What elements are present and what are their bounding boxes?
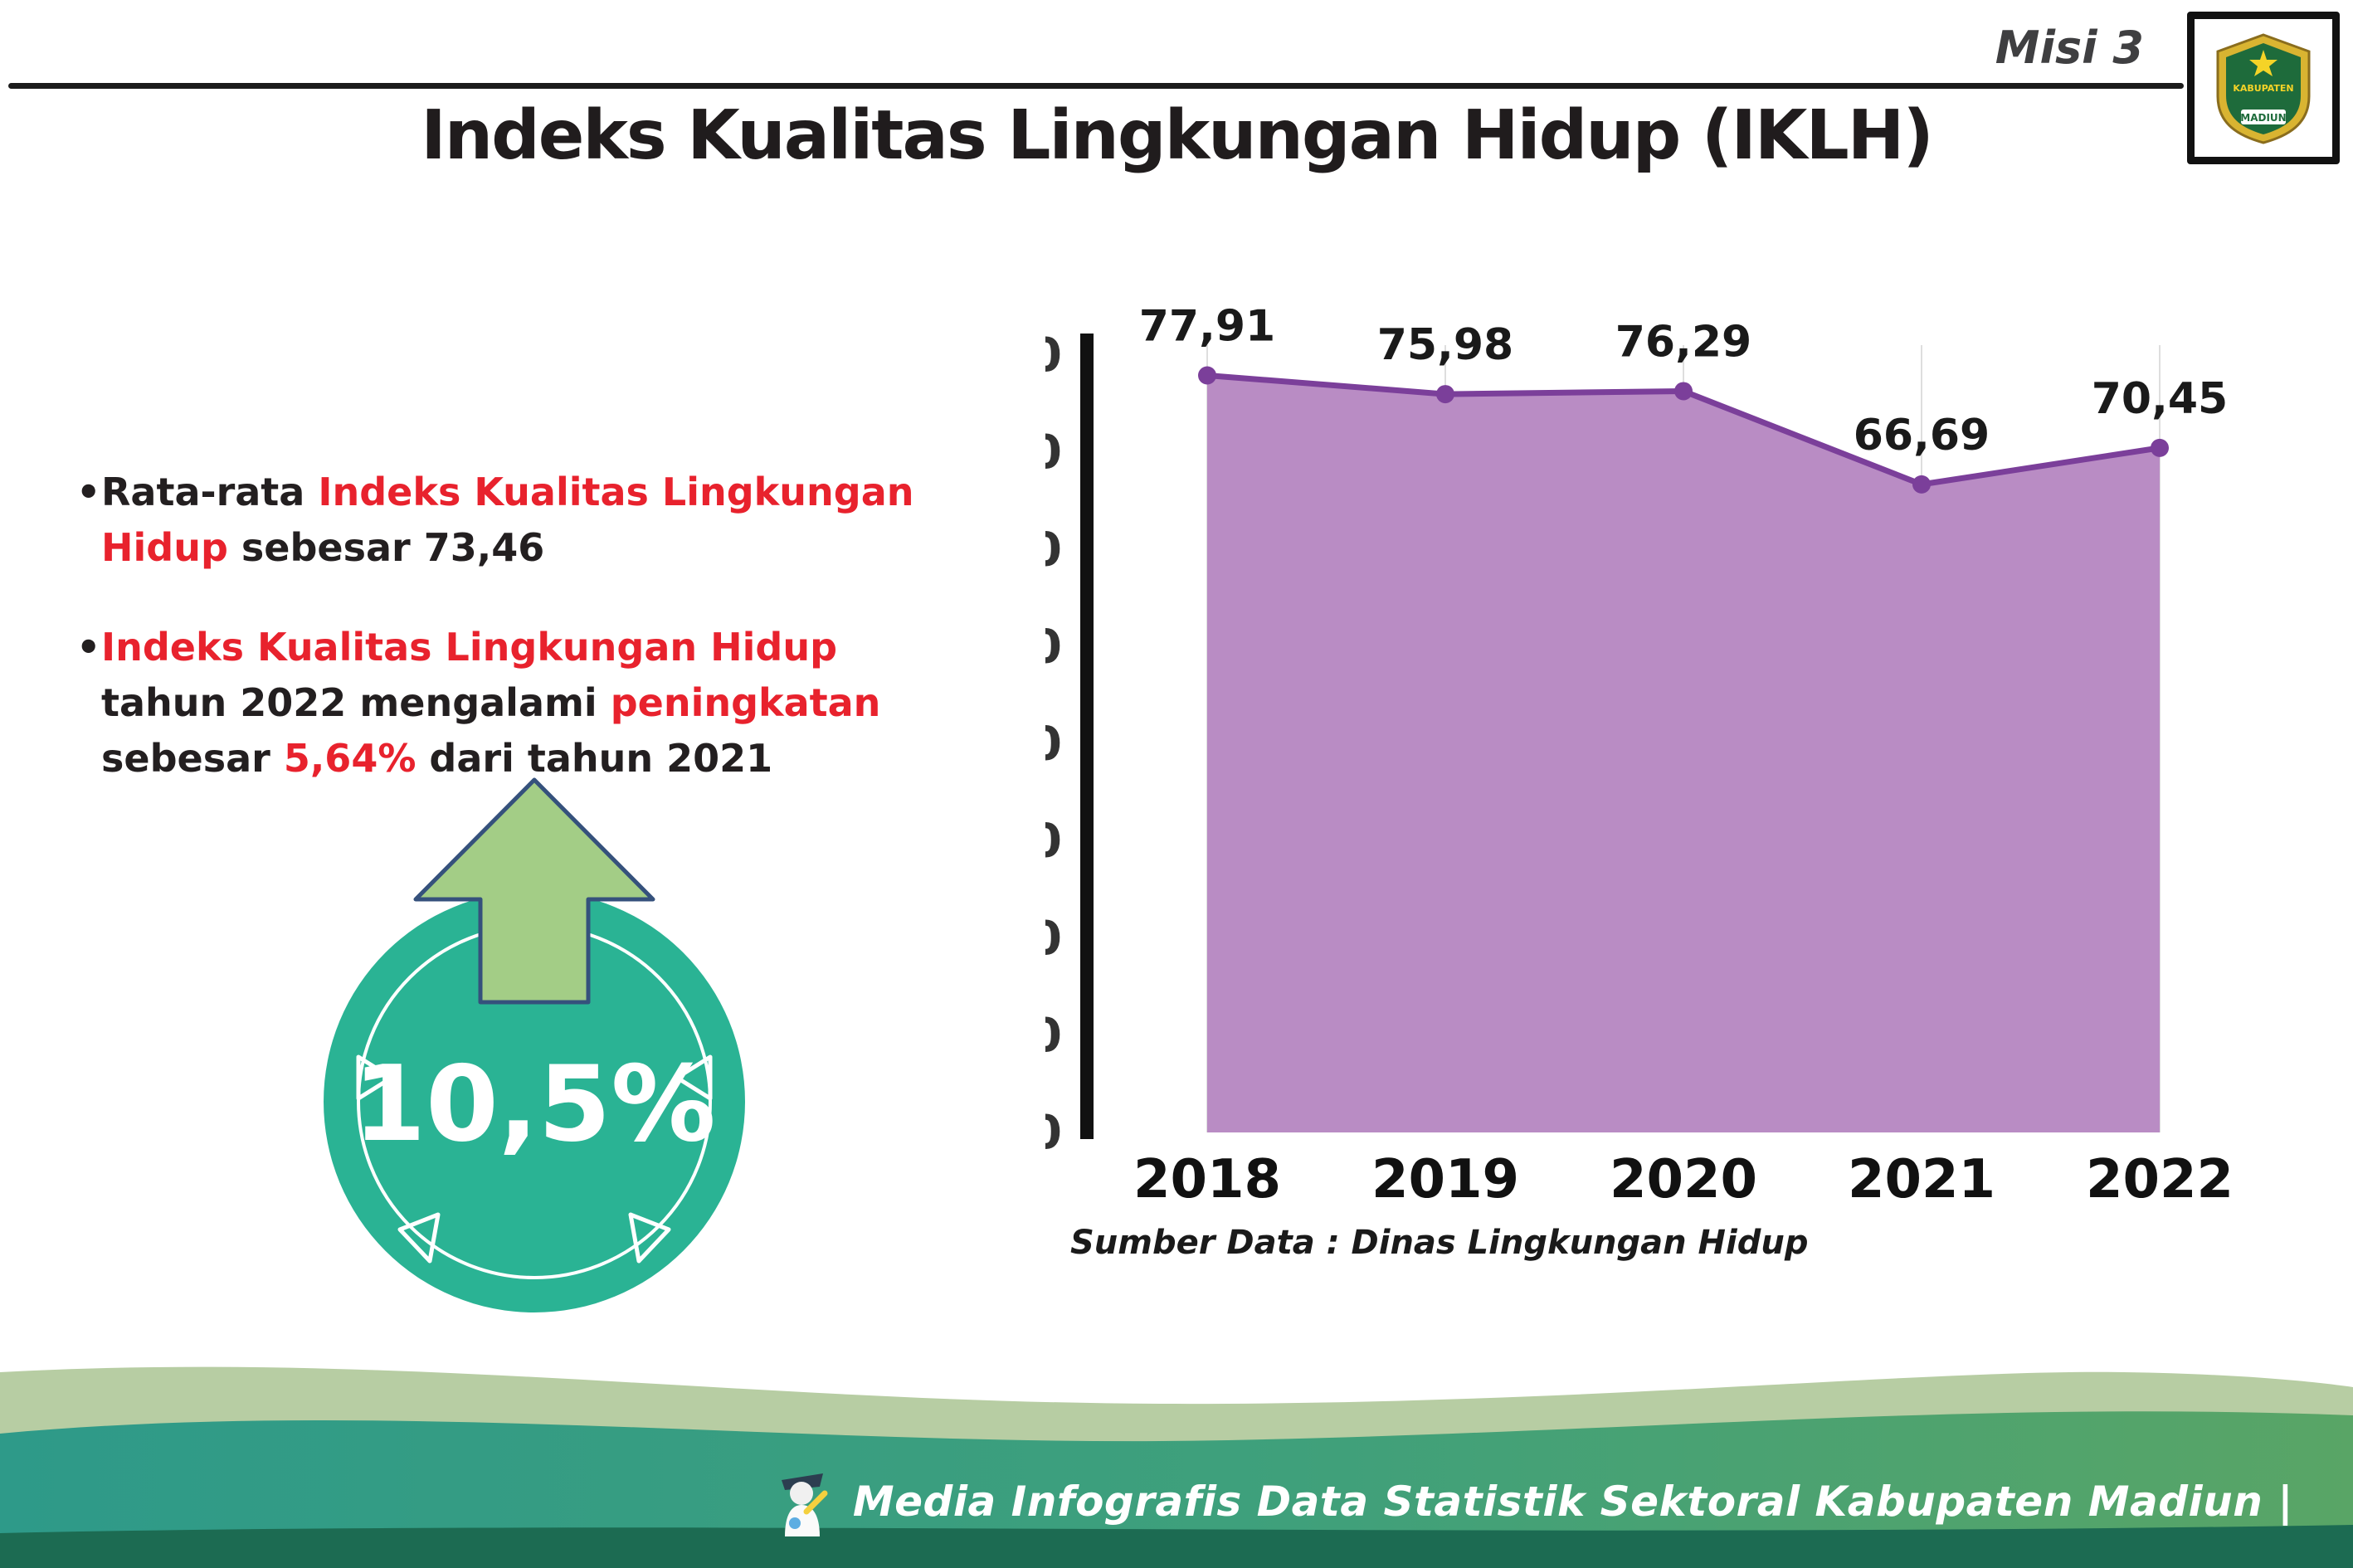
x-tick-label: 2020 [1610,1149,1757,1210]
data-label: 77,91 [1139,301,1275,351]
data-label: 70,45 [2092,374,2228,424]
kabupaten-madiun-emblem: KABUPATEN MADIUN [2216,33,2311,144]
text-segment: 5,64% [283,735,417,781]
footer-text: Media Infografis Data Statistik Sektoral… [852,1478,2293,1526]
bullet-text: Rata-rata Indeks Kualitas Lingkungan Hid… [101,470,913,570]
y-axis [1080,334,1094,1139]
up-arrow-icon [413,777,655,1005]
data-point [1674,382,1693,401]
badge-tick-right [675,1054,713,1101]
increase-badge: 10,5% [314,765,755,1326]
data-label: 76,29 [1615,317,1751,367]
summary-bullets: Rata-rata Indeks Kualitas Lingkungan Hid… [76,465,939,830]
y-tick-label: 50 [1045,620,1062,674]
bullet-text: Indeks Kualitas Lingkungan Hidup tahun 2… [101,625,880,780]
y-tick-label: 60 [1045,523,1062,577]
y-tick-label: 20 [1045,912,1062,966]
data-label: 75,98 [1377,320,1513,370]
bullet-average-iklh: Rata-rata Indeks Kualitas Lingkungan Hid… [76,465,939,575]
x-tick-label: 2018 [1133,1149,1281,1210]
badge-tick-left [356,1054,394,1101]
x-tick-label: 2022 [2086,1149,2234,1210]
badge-tick-bottom-right [628,1212,671,1264]
y-tick-label: 80 [1045,329,1062,382]
data-point [1198,366,1216,385]
iklh-area-chart: 0 10 20 30 40 50 60 70 80 77,91 75,98 76,29 66,69 70,… [1045,290,2307,1262]
text-segment: Rata-rata [101,470,319,514]
data-point [2151,438,2169,457]
text-segment: peningkatan [610,680,881,726]
emblem-star-icon [2249,50,2277,76]
text-segment: dari tahun 2021 [416,735,773,781]
page-title: Indeks Kualitas Lingkungan Hidup (IKLH) [421,96,1934,175]
badge-circle [324,891,745,1312]
text-segment: tahun 2022 mengalami [101,680,611,726]
emblem-bottom-text: MADIUN [2240,112,2286,124]
media-infografis-mascot-icon [781,1473,828,1536]
data-label: 66,69 [1854,411,1990,460]
footer-bar: Media Infografis Data Statistik Sektoral… [770,1465,2293,1538]
increase-percentage: 10,5% [353,1043,715,1165]
chart-source: Sumber Data : Dinas Lingkungan Hidup [1070,1224,1809,1262]
misi-label: Misi 3 [1995,22,2144,74]
text-segment: sebesar [101,735,284,781]
data-point [1436,385,1454,404]
chart-area [1207,375,2160,1132]
x-tick-label: 2019 [1371,1149,1519,1210]
badge-tick-bottom-left [397,1212,441,1264]
text-segment: sebesar 73,46 [227,524,545,570]
bullet-increase-iklh: Indeks Kualitas Lingkungan Hidup tahun 2… [76,620,939,786]
footer-waves [0,1366,2353,1568]
kabupaten-madiun-logo: KABUPATEN MADIUN [2187,12,2340,164]
chart-canvas: 0 10 20 30 40 50 60 70 80 77,91 75,98 76,29 66,69 70,… [1045,301,2234,1210]
data-point [1912,475,1931,494]
y-tick-label: 70 [1045,426,1062,480]
header-divider [8,83,2184,89]
y-tick-label: 40 [1045,718,1062,772]
y-tick-label: 10 [1045,1009,1062,1063]
wave-dark [0,1525,2353,1568]
y-tick-label: 0 [1045,1106,1062,1160]
emblem-top-text: KABUPATEN [2233,83,2293,94]
emblem-ribbon [2241,110,2286,124]
text-segment: Indeks Kualitas Lingkungan Hidup [101,470,914,570]
text-segment: Indeks Kualitas Lingkungan Hidup [101,625,838,670]
x-tick-label: 2021 [1848,1149,1995,1210]
y-tick-label: 30 [1045,815,1062,869]
